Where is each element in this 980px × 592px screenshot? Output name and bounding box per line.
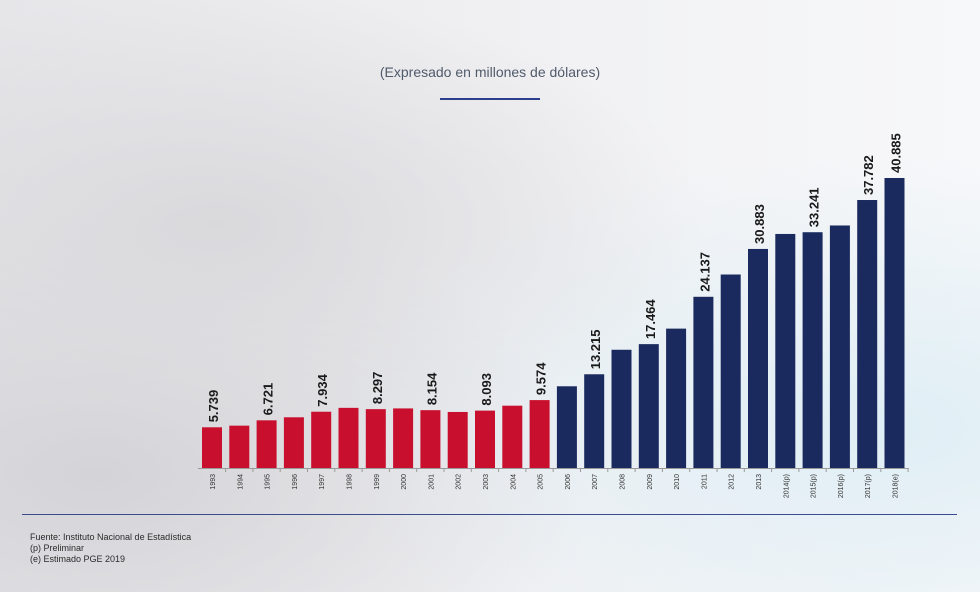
data-label-2015(p): 33.241 [807, 187, 822, 227]
footer-divider [22, 514, 957, 515]
chart-subtitle: (Expresado en millones de dólares) [379, 64, 601, 80]
bar-1996 [283, 417, 304, 468]
data-label-2009: 17.464 [643, 299, 658, 340]
bar-2009 [638, 344, 659, 468]
bar-1998 [338, 407, 359, 468]
x-tick-label-2010: 2010 [674, 474, 681, 490]
x-tick-label-2015(p): 2015(p) [811, 474, 818, 498]
x-tick-label-2016(p): 2016(p) [838, 474, 845, 498]
bar-2007 [584, 374, 605, 468]
footnotes: Fuente: Instituto Nacional de Estadístic… [30, 532, 191, 565]
x-tick-label-1998: 1998 [347, 474, 354, 490]
x-tick-label-2018(e): 2018(e) [893, 474, 900, 498]
x-tick-label-2002: 2002 [456, 474, 463, 490]
x-tick-label-2012: 2012 [729, 474, 736, 490]
bar-1999 [365, 409, 386, 468]
bar-1995 [256, 420, 277, 468]
x-tick-label-2014(p): 2014(p) [783, 474, 790, 498]
data-label-2001: 8.154 [424, 372, 439, 405]
x-tick-label-1993: 1993 [210, 474, 217, 490]
bar-2012 [720, 274, 741, 468]
data-label-2005: 9.574 [534, 362, 549, 395]
bar-2010 [666, 328, 687, 468]
x-tick-label-1996: 1996 [292, 474, 299, 490]
preliminary-note: (p) Preliminar [30, 543, 85, 553]
bar-2017(p) [857, 200, 878, 469]
bar-2015(p) [802, 232, 823, 468]
bar-2014(p) [775, 233, 796, 468]
x-tick-label-2011: 2011 [701, 474, 708, 489]
bar-2011 [693, 296, 714, 468]
bar-2008 [611, 349, 632, 468]
data-label-2011: 24.137 [697, 252, 712, 292]
bar-2001 [420, 410, 441, 468]
bar-2005 [529, 400, 550, 468]
data-label-2007: 13.215 [588, 329, 603, 369]
x-tick-label-2007: 2007 [592, 474, 599, 490]
x-tick-label-2008: 2008 [620, 474, 627, 490]
bar-1997 [311, 411, 332, 468]
bar-2016(p) [829, 225, 850, 468]
bar-1994 [229, 425, 250, 468]
x-tick-label-2001: 2001 [428, 474, 435, 490]
x-tick-label-1994: 1994 [237, 474, 244, 490]
x-tick-label-1999: 1999 [374, 474, 381, 490]
x-tick-label-1997: 1997 [319, 474, 326, 490]
x-tick-label-2004: 2004 [510, 474, 517, 490]
data-label-1993: 5.739 [206, 390, 221, 423]
x-tick-label-2003: 2003 [483, 474, 490, 490]
bar-2003 [475, 410, 495, 468]
x-tick-label-1995: 1995 [265, 474, 272, 490]
data-label-2018(e): 40.885 [889, 133, 904, 173]
bar-2006 [556, 386, 577, 468]
bar-1993 [202, 427, 222, 468]
x-tick-label-2009: 2009 [647, 474, 654, 490]
estimate-note: (e) Estimado PGE 2019 [30, 554, 126, 564]
source-note: Fuente: Instituto Nacional de Estadístic… [30, 532, 192, 542]
x-tick-label-2000: 2000 [401, 474, 408, 490]
x-tick-label-2013: 2013 [756, 474, 763, 490]
bar-2000 [393, 408, 414, 468]
x-tick-label-2005: 2005 [538, 474, 545, 490]
data-label-1999: 8.297 [370, 372, 385, 405]
data-label-2003: 8.093 [479, 373, 494, 406]
data-label-2017(p): 37.782 [861, 155, 876, 195]
data-label-1995: 6.721 [261, 383, 276, 416]
x-tick-label-2017(p): 2017(p) [865, 474, 872, 498]
bar-2013 [748, 248, 768, 468]
x-tick-label-2006: 2006 [565, 474, 572, 490]
data-label-2013: 30.883 [752, 204, 767, 244]
bar-2018(e) [884, 178, 905, 468]
data-label-1997: 7.934 [315, 373, 330, 406]
bar-2004 [502, 405, 523, 468]
subtitle-underline [440, 98, 540, 100]
bar-2002 [447, 411, 468, 468]
